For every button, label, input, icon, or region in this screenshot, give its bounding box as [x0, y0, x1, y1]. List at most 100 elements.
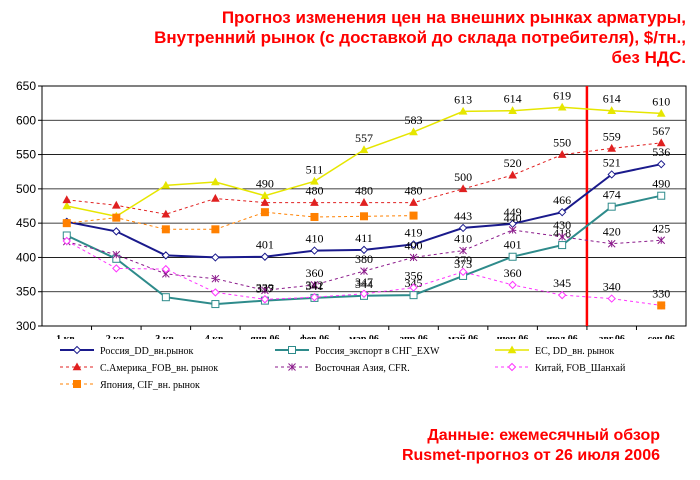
data-point [62, 219, 71, 228]
plot-area [41, 85, 687, 327]
data-point [557, 150, 567, 158]
data-label: 342 [305, 278, 323, 292]
data-point [211, 300, 220, 309]
data-point [409, 198, 418, 206]
data-label: 410 [305, 232, 323, 246]
data-label: 373 [454, 257, 472, 271]
legend: Россия_DD_вн.рынок Россия_экспорт в СНГ_E… [42, 339, 686, 411]
data-label: 520 [504, 156, 522, 170]
data-point [211, 225, 220, 234]
data-point [260, 208, 269, 217]
data-label: 583 [405, 113, 423, 127]
data-point [62, 236, 71, 246]
data-point [409, 127, 418, 136]
chart-title: Прогноз изменения цен на внешних рынках … [26, 8, 686, 68]
data-point [607, 202, 616, 211]
legend-marker [507, 362, 517, 372]
data-point [458, 223, 468, 233]
data-point [211, 253, 220, 262]
legend-marker [507, 345, 517, 354]
y-tick-label: 550 [16, 148, 36, 162]
data-point [161, 225, 170, 234]
data-point [607, 170, 616, 179]
data-point [112, 264, 121, 273]
data-label: 474 [603, 188, 621, 202]
title-line-1: Прогноз изменения цен на внешних рынках … [221, 8, 686, 27]
data-label: 425 [652, 221, 670, 235]
data-point [260, 198, 270, 206]
data-label: 339 [256, 280, 274, 294]
data-label: 521 [603, 155, 621, 169]
data-point [161, 180, 171, 189]
legend-label: Восточная Азия, CFR. [315, 363, 410, 374]
data-label: 411 [355, 231, 373, 245]
data-point [657, 191, 666, 200]
legend-label: ЕС, DD_вн. рынок [535, 346, 614, 357]
y-tick-label: 300 [16, 319, 36, 333]
data-label: 490 [652, 177, 670, 191]
title-line-2: Внутренний рынок (с доставкой до склада … [154, 28, 686, 47]
data-point [409, 211, 418, 220]
data-label: 360 [504, 266, 522, 280]
data-label: 344 [355, 277, 373, 291]
data-point [211, 288, 220, 297]
legend-label: Россия_DD_вн.рынок [100, 346, 193, 357]
data-point [360, 212, 368, 221]
data-point [211, 177, 220, 186]
data-point [508, 170, 517, 179]
data-label: 480 [405, 184, 423, 198]
data-label: 380 [355, 252, 373, 266]
data-label: 536 [652, 145, 670, 159]
series-6: 339 342 347 356 379 360 345 340 330 [62, 236, 670, 310]
data-label: 360 [305, 266, 323, 280]
data-label: 500 [454, 170, 472, 184]
data-point [409, 240, 418, 249]
legend-marker [72, 345, 82, 355]
title-line-3: без НДС. [611, 48, 686, 67]
legend-marker [72, 362, 82, 371]
data-point [656, 108, 666, 117]
data-point [359, 145, 369, 154]
data-point [458, 106, 468, 115]
data-point [458, 184, 468, 193]
legend-label: Китай, FOB_Шанхай [535, 363, 626, 374]
data-label: 559 [603, 129, 621, 143]
data-label: 610 [652, 94, 670, 108]
data-label: 379 [454, 253, 472, 267]
data-point [310, 198, 319, 206]
data-point [409, 283, 418, 292]
y-tick-label: 350 [16, 285, 36, 299]
data-point [161, 251, 171, 260]
y-tick-label: 600 [16, 113, 36, 127]
data-point [260, 252, 270, 261]
data-label: 345 [553, 276, 571, 290]
data-point [508, 106, 517, 114]
y-tick-label: 650 [16, 79, 36, 93]
data-label: 511 [306, 162, 324, 176]
data-label: 400 [405, 238, 423, 252]
data-point [508, 252, 517, 261]
legend-label: С.Америка_FOB_вн. рынок [100, 363, 218, 374]
data-label: 619 [553, 88, 571, 102]
data-point [211, 193, 220, 202]
data-label: 330 [652, 286, 670, 300]
data-point [557, 290, 567, 300]
data-point [607, 106, 617, 114]
data-label: 340 [603, 280, 621, 294]
series-1: 401 410 411 419 443 449 466 521 536 [62, 145, 670, 262]
source-line-2: Rusmet-прогноз от 26 июля 2006 [401, 447, 660, 464]
data-point [260, 295, 270, 304]
data-point [557, 102, 567, 111]
y-tick-label: 450 [16, 216, 36, 230]
data-label: 614 [603, 92, 621, 106]
legend-box [42, 339, 686, 411]
data-label: 440 [504, 211, 522, 225]
data-point [62, 201, 72, 210]
data-point [508, 280, 517, 290]
data-point [458, 267, 468, 277]
series-5: 360 380 400 410 440 430 420 425 [62, 211, 670, 295]
data-point [607, 143, 617, 152]
data-label: 567 [652, 124, 670, 138]
data-point [409, 291, 418, 300]
